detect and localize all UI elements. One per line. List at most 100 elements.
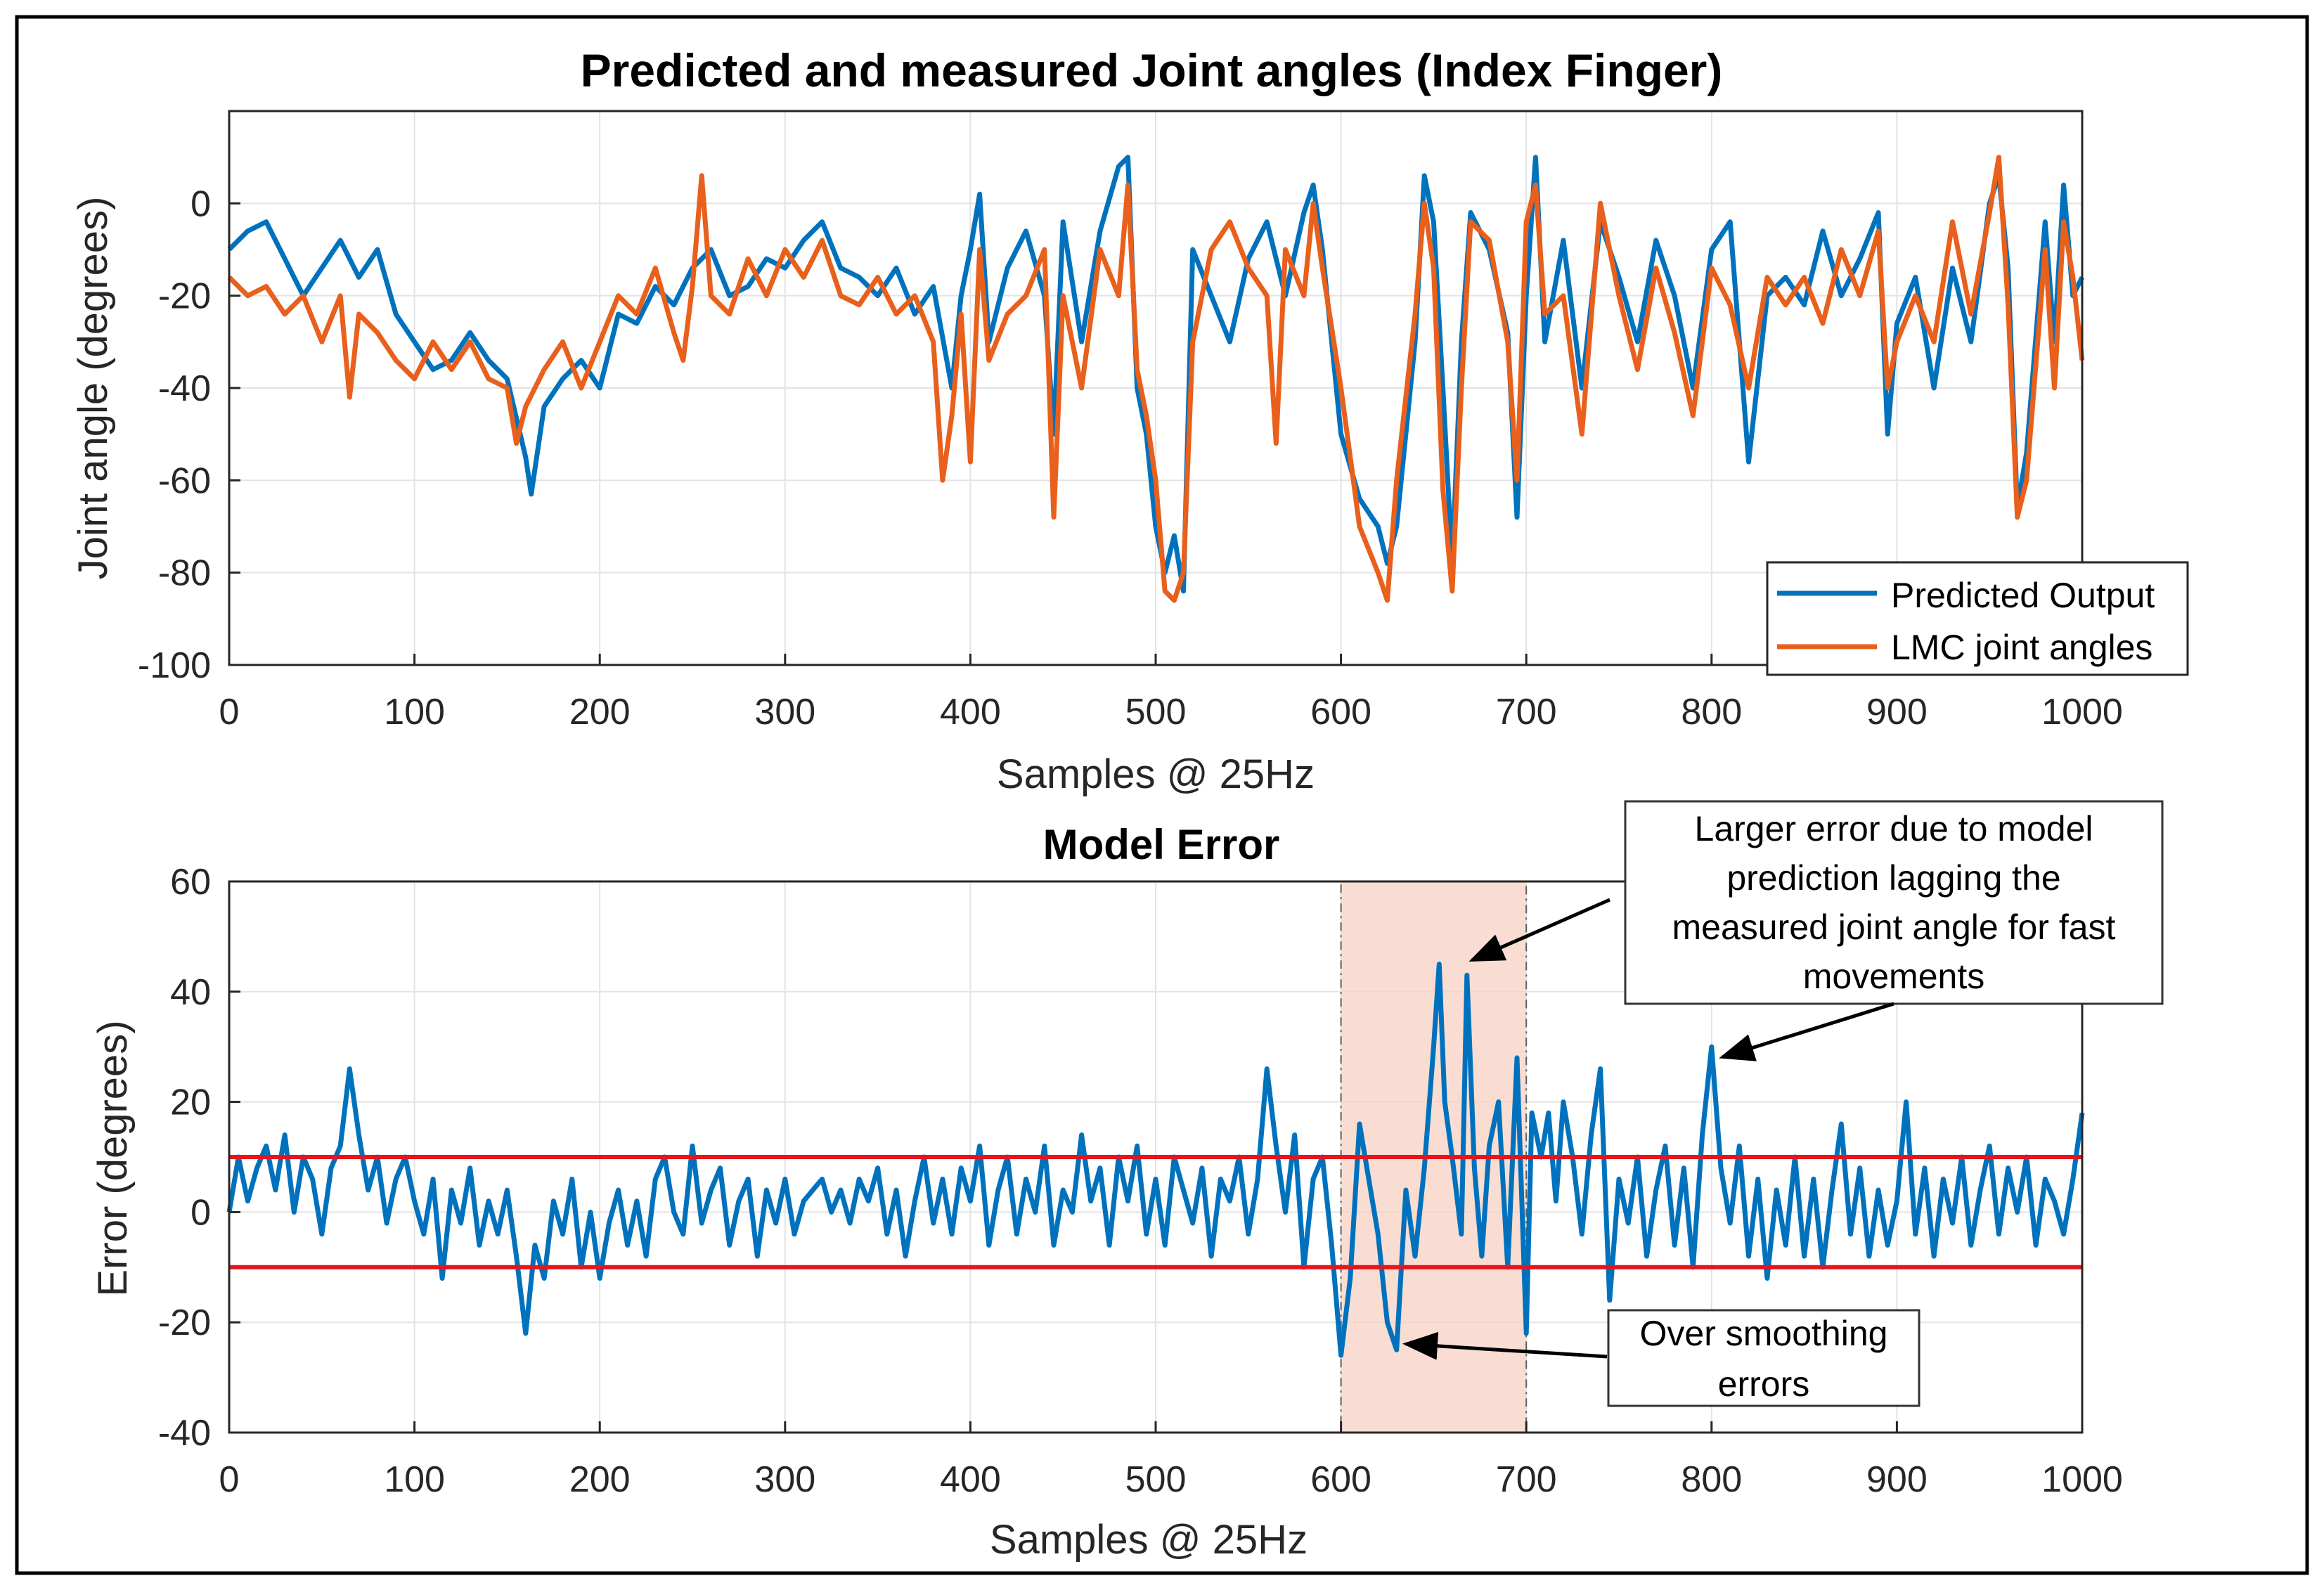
data-point	[831, 1211, 832, 1213]
data-point	[988, 360, 990, 361]
data-point	[1062, 295, 1064, 297]
data-point	[1674, 332, 1675, 333]
data-point	[506, 1189, 508, 1191]
data-point	[803, 276, 804, 278]
data-point	[302, 295, 304, 297]
data-point	[1062, 1189, 1064, 1191]
data-point	[1405, 1189, 1407, 1191]
data-point	[654, 286, 656, 287]
y-tick-label: -80	[158, 553, 211, 594]
data-point	[729, 1244, 730, 1246]
data-point	[1729, 221, 1731, 223]
data-point	[840, 267, 841, 269]
legend: Predicted Output LMC joint angles	[1766, 561, 2189, 676]
data-point	[1173, 600, 1175, 601]
y-tick-label: 0	[191, 183, 211, 224]
data-point	[1980, 1189, 1981, 1191]
data-point	[1062, 221, 1064, 223]
data-point	[1312, 202, 1314, 204]
y-tick-label: -40	[158, 1413, 211, 1454]
data-point	[1303, 295, 1305, 297]
data-point	[349, 1068, 350, 1070]
data-point	[451, 360, 452, 361]
data-point	[1442, 489, 1444, 490]
data-point	[1878, 212, 1879, 213]
data-point	[1071, 1211, 1073, 1213]
data-point	[543, 406, 545, 407]
data-point	[2072, 276, 2074, 278]
data-point	[877, 295, 879, 297]
data-point	[1229, 221, 1230, 223]
data-point	[1804, 1255, 1805, 1257]
data-point	[1618, 276, 1620, 278]
data-point	[1081, 387, 1083, 389]
data-point	[766, 1189, 767, 1191]
annotation-lag-arrow-1	[1468, 898, 1611, 962]
x-tick-label: 500	[1125, 1459, 1187, 1500]
data-point	[1498, 1101, 1499, 1103]
data-point	[1804, 276, 1805, 278]
data-point	[1312, 184, 1314, 186]
data-point	[756, 1255, 758, 1257]
data-point	[933, 1222, 934, 1224]
data-point	[275, 1189, 276, 1191]
data-point	[516, 443, 517, 444]
data-point	[1007, 267, 1008, 269]
data-point	[247, 295, 248, 297]
data-point	[1915, 295, 1916, 297]
threshold-lines	[229, 1155, 2082, 1269]
data-point	[1387, 1321, 1388, 1323]
data-point	[1433, 221, 1434, 223]
x-tick-label: 400	[940, 1459, 1001, 1500]
data-point	[1970, 1244, 1972, 1246]
data-point	[645, 1255, 647, 1257]
data-point	[2044, 221, 2046, 223]
data-point	[942, 479, 943, 481]
data-point	[1859, 295, 1861, 297]
data-point	[951, 415, 953, 416]
data-point	[1192, 1222, 1194, 1224]
data-point	[1322, 267, 1323, 269]
data-point	[1516, 479, 1518, 481]
y-tick-label: 20	[170, 1082, 211, 1123]
data-point	[840, 1189, 841, 1191]
data-point	[1516, 1057, 1518, 1059]
legend-label-predicted: Predicted Output	[1891, 576, 2155, 615]
data-point	[1183, 590, 1184, 592]
data-point	[1776, 1189, 1777, 1191]
x-tick-label: 300	[754, 1459, 815, 1500]
series-line-2	[227, 155, 2085, 603]
data-point	[1933, 1255, 1935, 1257]
data-point	[877, 276, 879, 278]
data-point	[969, 461, 971, 463]
data-point	[1387, 563, 1388, 564]
x-tick-label: 300	[754, 692, 815, 732]
data-point	[636, 323, 638, 324]
x-tick-label: 600	[1310, 1459, 1371, 1500]
data-point	[1377, 526, 1379, 527]
annotation-lag-box	[1624, 800, 2164, 1005]
x-tick-label: 0	[219, 692, 240, 732]
data-point	[525, 457, 527, 458]
data-point	[1442, 387, 1444, 389]
x-tick-label: 1000	[2041, 692, 2123, 732]
data-point	[1748, 461, 1749, 463]
x-tick-label: 100	[384, 1459, 445, 1500]
x-tick-label: 800	[1681, 1459, 1742, 1500]
bottom-x-axis-label: Samples @ 25Hz	[990, 1517, 1308, 1563]
annotation-lag-line-4: movements	[1803, 957, 1984, 996]
data-point	[506, 387, 508, 389]
data-point	[896, 267, 897, 269]
annotation-lag-line-2: prediction lagging the	[1726, 858, 2060, 898]
data-point	[1637, 369, 1638, 370]
annotation-smoothing-line-2: errors	[1718, 1364, 1810, 1404]
data-point	[1424, 175, 1425, 176]
data-point	[1674, 295, 1675, 297]
data-point	[905, 1255, 906, 1257]
data-point	[1211, 295, 1212, 297]
legend-box	[1766, 561, 2189, 676]
data-point	[979, 193, 981, 195]
annotation-lag-line-3: measured joint angle for fast	[1672, 907, 2116, 947]
data-point	[1868, 1255, 1870, 1257]
series-line-1	[226, 962, 2085, 1358]
